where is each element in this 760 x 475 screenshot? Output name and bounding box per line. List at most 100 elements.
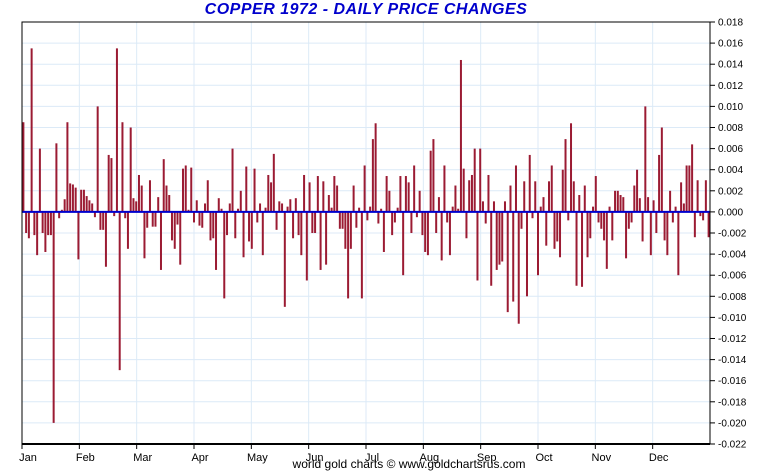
price-bar: [154, 211, 157, 227]
price-bar: [707, 211, 710, 238]
price-bar: [567, 211, 570, 221]
price-bar: [201, 211, 204, 228]
price-bar: [325, 211, 328, 265]
price-bar: [184, 165, 187, 212]
price-bar: [297, 211, 300, 236]
price-bar: [649, 211, 652, 256]
price-bar: [393, 211, 396, 223]
price-bar: [501, 211, 504, 262]
price-bar: [74, 187, 77, 212]
price-bar: [688, 165, 691, 212]
price-bar: [388, 190, 391, 212]
price-bar: [71, 184, 74, 212]
price-bar: [553, 211, 556, 249]
price-bar: [146, 211, 149, 228]
price-bar: [473, 148, 476, 212]
price-bar: [556, 211, 559, 242]
price-bar: [278, 201, 281, 212]
price-bar: [451, 206, 454, 212]
price-bar: [80, 189, 83, 212]
price-bar: [457, 208, 460, 212]
price-bar: [104, 211, 107, 267]
price-bar: [605, 211, 608, 269]
price-bar: [228, 203, 231, 212]
x-tick-label: May: [247, 452, 268, 464]
price-bar: [344, 211, 347, 249]
price-bar: [539, 206, 542, 212]
price-bar: [168, 195, 171, 212]
x-tick-label: Sep: [477, 452, 497, 464]
price-bar: [283, 211, 286, 307]
price-bar: [66, 122, 69, 212]
price-bar: [627, 211, 630, 229]
price-bar: [655, 211, 658, 233]
price-bar: [677, 211, 680, 276]
price-bar: [481, 201, 484, 212]
price-bar: [619, 195, 622, 212]
x-tick-label: Jun: [306, 452, 324, 464]
price-bar: [432, 139, 435, 212]
price-bar: [492, 201, 495, 212]
y-tick-label: 0.002: [718, 186, 743, 197]
price-bar: [509, 185, 512, 212]
price-bar: [259, 203, 262, 212]
price-bar: [215, 211, 218, 270]
price-bar: [512, 211, 515, 302]
price-bar: [424, 211, 427, 252]
price-bar: [27, 211, 30, 239]
price-bar: [204, 203, 207, 212]
price-bar: [292, 211, 295, 239]
price-bar: [600, 211, 603, 229]
price-bar: [93, 211, 96, 218]
price-bar: [272, 153, 275, 212]
y-tick-label: -0.014: [718, 355, 747, 366]
price-bar: [696, 180, 699, 212]
price-bar: [115, 48, 118, 212]
price-bar: [36, 211, 39, 256]
price-bar: [107, 154, 110, 212]
price-bar: [195, 200, 198, 212]
y-tick-label: 0.014: [718, 60, 743, 71]
price-bar: [85, 196, 88, 212]
price-bar: [614, 190, 617, 212]
price-bar: [622, 197, 625, 212]
price-bar: [358, 207, 361, 212]
price-bar: [179, 211, 182, 265]
price-bar: [113, 211, 116, 217]
price-bar: [82, 189, 85, 212]
price-bar: [137, 174, 140, 212]
price-bar: [303, 174, 306, 212]
y-tick-label: -0.006: [718, 271, 747, 282]
price-bar: [347, 211, 350, 299]
price-bar: [671, 211, 674, 223]
price-bar: [404, 176, 407, 212]
y-tick-label: -0.004: [718, 250, 747, 261]
price-bar: [308, 182, 311, 212]
price-bar: [217, 198, 220, 212]
price-bar: [487, 174, 490, 212]
y-tick-label: -0.008: [718, 292, 747, 303]
y-tick-label: 0.016: [718, 39, 743, 50]
price-bar: [479, 148, 482, 212]
price-bar: [129, 127, 132, 212]
price-bar: [537, 211, 539, 276]
price-bar: [38, 148, 41, 212]
price-bar: [198, 211, 201, 226]
price-bar: [49, 211, 52, 236]
x-tick-label: Mar: [133, 452, 152, 464]
price-bar: [380, 208, 383, 212]
price-bar: [159, 211, 162, 270]
price-bar: [151, 211, 154, 227]
price-bar: [506, 211, 509, 313]
price-bar: [498, 211, 501, 265]
price-bar: [55, 143, 58, 212]
price-bar: [633, 185, 636, 212]
price-bar: [371, 139, 374, 212]
price-bar: [374, 123, 377, 212]
price-bar: [253, 168, 256, 212]
price-bar: [322, 181, 325, 212]
price-bar: [264, 207, 267, 212]
x-tick-label: Aug: [420, 452, 440, 464]
price-bar: [594, 176, 597, 212]
price-bar: [338, 211, 341, 229]
